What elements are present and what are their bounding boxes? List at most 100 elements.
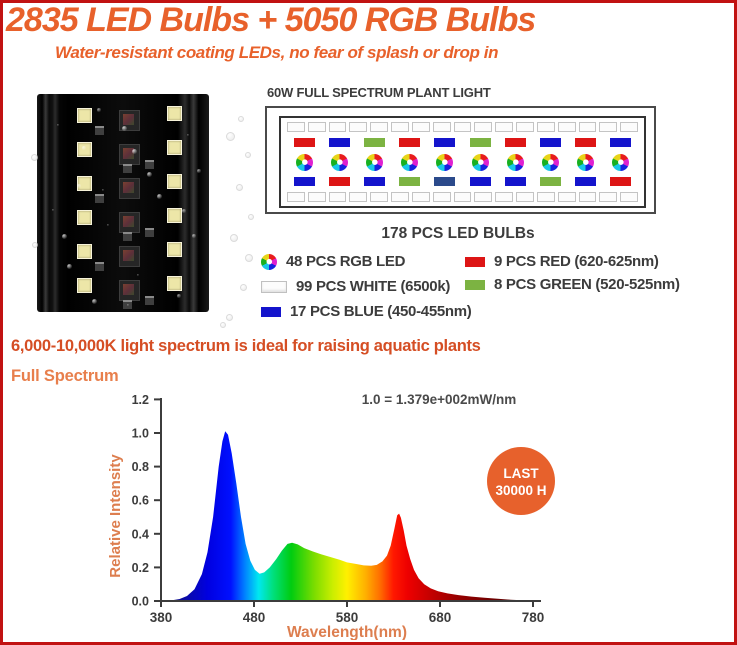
green-led-cell xyxy=(469,138,491,148)
water-droplet xyxy=(177,294,181,298)
water-droplet xyxy=(97,108,101,112)
y-tick-label: 0.0 xyxy=(132,595,149,609)
diagram-title: 60W FULL SPECTRUM PLANT LIGHT xyxy=(267,85,491,100)
resistor-chip xyxy=(95,262,104,271)
led-strip-board xyxy=(279,116,646,208)
water-droplet xyxy=(220,322,226,328)
water-droplet xyxy=(226,132,235,141)
white-led xyxy=(77,142,92,157)
spectrum-chart: 0.0 0.2 0.4 0.6 0.8 1.0 1.2 380 480 580 680 780 Rela… xyxy=(103,388,573,640)
legend-item: 99 PCS WHITE (6500k) xyxy=(261,274,472,299)
rgb-led xyxy=(119,280,140,301)
water-droplet xyxy=(57,124,59,126)
water-droplet xyxy=(132,149,137,154)
white-led-cell xyxy=(328,192,347,202)
water-droplet xyxy=(248,214,254,220)
white-led-cell xyxy=(557,122,576,132)
legend-label: 8 PCS GREEN (520-525nm) xyxy=(494,276,680,293)
x-tick-label: 780 xyxy=(522,610,545,625)
white-led-icon xyxy=(261,280,287,293)
resistor-chip xyxy=(95,194,104,203)
blue-led-cell xyxy=(294,176,316,186)
white-led-cell xyxy=(495,122,514,132)
led-strip-diagram xyxy=(265,106,656,214)
water-droplet xyxy=(245,254,253,262)
white-led-cell xyxy=(349,192,368,202)
red-led-cell xyxy=(399,138,421,148)
water-droplet xyxy=(187,134,189,136)
legend-label: 9 PCS RED (620-625nm) xyxy=(494,253,659,270)
red-led-cell xyxy=(609,176,631,186)
y-tick-label: 0.4 xyxy=(132,527,149,541)
rgb-led-row xyxy=(287,153,638,171)
white-led-cell xyxy=(370,122,389,132)
spectrum-chart-svg: 0.0 0.2 0.4 0.6 0.8 1.0 1.2 380 480 580 680 780 Rela… xyxy=(107,392,555,640)
blue-led-cell xyxy=(364,176,386,186)
white-led-cell xyxy=(453,192,472,202)
water-droplet xyxy=(230,234,238,242)
resistor-chip xyxy=(145,296,154,305)
rgb-led xyxy=(119,110,140,131)
rgb-led-icon xyxy=(506,153,524,171)
resistor-chip xyxy=(95,126,104,135)
water-droplet xyxy=(226,314,233,321)
page-subtitle: Water-resistant coating LEDs, no fear of… xyxy=(55,43,499,62)
green-led-icon xyxy=(465,279,485,290)
white-led-cell xyxy=(474,122,493,132)
red-led-cell xyxy=(329,176,351,186)
spectrum-heading: 6,000-10,000K light spectrum is ideal fo… xyxy=(11,337,481,355)
led-bar-photo xyxy=(30,92,257,335)
white-led-cell xyxy=(287,192,305,202)
rgb-led xyxy=(119,212,140,233)
rgb-led-icon xyxy=(366,153,384,171)
color-led-row-top xyxy=(287,138,638,148)
red-led-cell xyxy=(574,138,596,148)
white-led xyxy=(167,208,182,223)
y-tick-label: 1.2 xyxy=(132,393,149,407)
white-led xyxy=(167,106,182,121)
rgb-led xyxy=(119,178,140,199)
white-led-cell xyxy=(599,192,618,202)
legend-right-column: 9 PCS RED (620-625nm) 8 PCS GREEN (520-52… xyxy=(465,250,680,296)
white-led-cell xyxy=(391,122,409,132)
legend-item: 48 PCS RGB LED xyxy=(261,249,472,274)
rgb-led-icon xyxy=(611,153,629,171)
blue-led-cell xyxy=(574,176,596,186)
legend-item: 17 PCS BLUE (450-455nm) xyxy=(261,299,472,324)
led-count-caption: 178 PCS LED BULBs xyxy=(381,225,535,242)
legend-item: 9 PCS RED (620-625nm) xyxy=(465,250,680,273)
white-led-cell xyxy=(370,192,389,202)
white-led-cell xyxy=(432,192,451,202)
white-led-cell xyxy=(620,122,639,132)
white-led-cell xyxy=(307,122,326,132)
lifespan-badge xyxy=(487,447,555,515)
white-led-cell xyxy=(495,192,514,202)
x-tick-label: 580 xyxy=(336,610,359,625)
water-droplet xyxy=(182,209,186,213)
water-droplet xyxy=(67,264,72,269)
y-axis-title: Relative Intensity xyxy=(107,454,124,578)
red-led-icon xyxy=(465,256,485,267)
rgb-led-icon xyxy=(401,153,419,171)
water-droplet xyxy=(192,234,196,238)
red-led-cell xyxy=(294,138,316,148)
white-led xyxy=(167,242,182,257)
water-droplet xyxy=(107,224,109,226)
blue-led-cell xyxy=(539,138,561,148)
white-led xyxy=(167,174,182,189)
y-tick-label: 0.8 xyxy=(132,460,149,474)
green-led-cell xyxy=(539,176,561,186)
water-droplet xyxy=(52,209,54,211)
rgb-led xyxy=(119,144,140,165)
rgb-led-icon xyxy=(436,153,454,171)
water-droplet xyxy=(157,194,162,199)
green-led-cell xyxy=(364,138,386,148)
resistor-chip xyxy=(123,232,132,241)
x-axis-title: Wavelength(nm) xyxy=(287,624,407,640)
rgb-led-icon xyxy=(471,153,489,171)
white-led xyxy=(77,244,92,259)
white-led-cell xyxy=(474,192,493,202)
led-bar xyxy=(37,94,209,312)
rgb-led-icon xyxy=(261,253,277,270)
